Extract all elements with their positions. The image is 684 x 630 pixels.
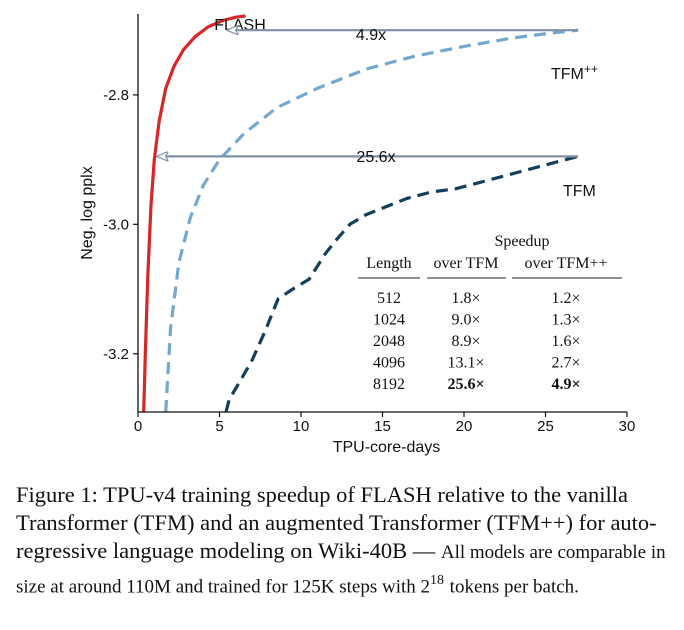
figure-caption: Figure 1: TPU-v4 training speedup of FLA… (16, 481, 672, 602)
table-cell: 8192 (373, 376, 405, 393)
series-layer: FLASH TFM++ TFM (142, 14, 598, 413)
table-cell: 25.6× (447, 376, 484, 393)
series-line-tfm (224, 154, 579, 413)
y-tick-label: -3.2 (103, 346, 129, 363)
table-cell: 1.8× (451, 290, 480, 307)
y-axis-label: Neg. log pplx (79, 166, 96, 259)
x-tick-label: 15 (374, 418, 391, 435)
table-cell: 13.1× (447, 355, 484, 372)
table-column-header: Length (366, 255, 411, 272)
table-cell: 1.6× (551, 333, 580, 350)
table-column-header: over TFM++ (524, 255, 607, 272)
series-label-flash: FLASH (214, 17, 266, 34)
table-cell: 512 (377, 290, 401, 307)
table-cell: 8.9× (451, 333, 480, 350)
annotation-layer: 4.9x 25.6x (158, 27, 579, 166)
series-label-tfmpp: TFM++ (551, 62, 598, 83)
speedup-arrow-label-1: 4.9x (356, 27, 386, 44)
x-tick-label: 20 (456, 418, 473, 435)
table-cell: 2.7× (551, 355, 580, 372)
table-cell: 4096 (373, 355, 405, 372)
table-cell: 1.3× (551, 312, 580, 329)
series-line-tfmpp (164, 28, 579, 413)
table-cell: 1024 (373, 312, 405, 329)
table-cell: 2048 (373, 333, 405, 350)
caption-detail-end: tokens per batch. (449, 576, 579, 598)
speedup-chart: FLASH TFM++ TFM 4.9x 25.6x 0 5 10 15 20 25 30 -2.8… (79, 14, 635, 456)
axes-layer: 0 5 10 15 20 25 30 -2.8 -3.0 -3.2 TPU-core-days Neg… (79, 14, 635, 456)
table-cell: 9.0× (451, 312, 480, 329)
table-cell: 1.2× (551, 290, 580, 307)
y-tick-label: -3.0 (103, 216, 129, 233)
inset-table: Speedup Length over TFM over TFM++ 512 1.8× 1.… (358, 233, 622, 393)
x-tick-label: 25 (537, 418, 554, 435)
speedup-arrow-label-2: 25.6x (356, 149, 395, 166)
caption-detail: All models are comparable in size at aro… (16, 542, 666, 598)
x-axis-label: TPU-core-days (333, 439, 441, 456)
y-tick-label: -2.8 (103, 87, 129, 104)
x-tick-label: 0 (134, 418, 142, 435)
caption-main: Figure 1: TPU-v4 training speedup of FLA… (16, 482, 657, 563)
x-tick-label: 5 (215, 418, 223, 435)
table-cell: 4.9× (551, 376, 580, 393)
table-group-header: Speedup (494, 233, 549, 250)
series-label-tfm: TFM (563, 183, 596, 200)
x-tick-label: 10 (293, 418, 310, 435)
x-tick-label: 30 (619, 418, 636, 435)
caption-superscript: 18 (430, 573, 445, 588)
series-line-flash (142, 14, 246, 413)
table-column-header: over TFM (433, 255, 498, 272)
